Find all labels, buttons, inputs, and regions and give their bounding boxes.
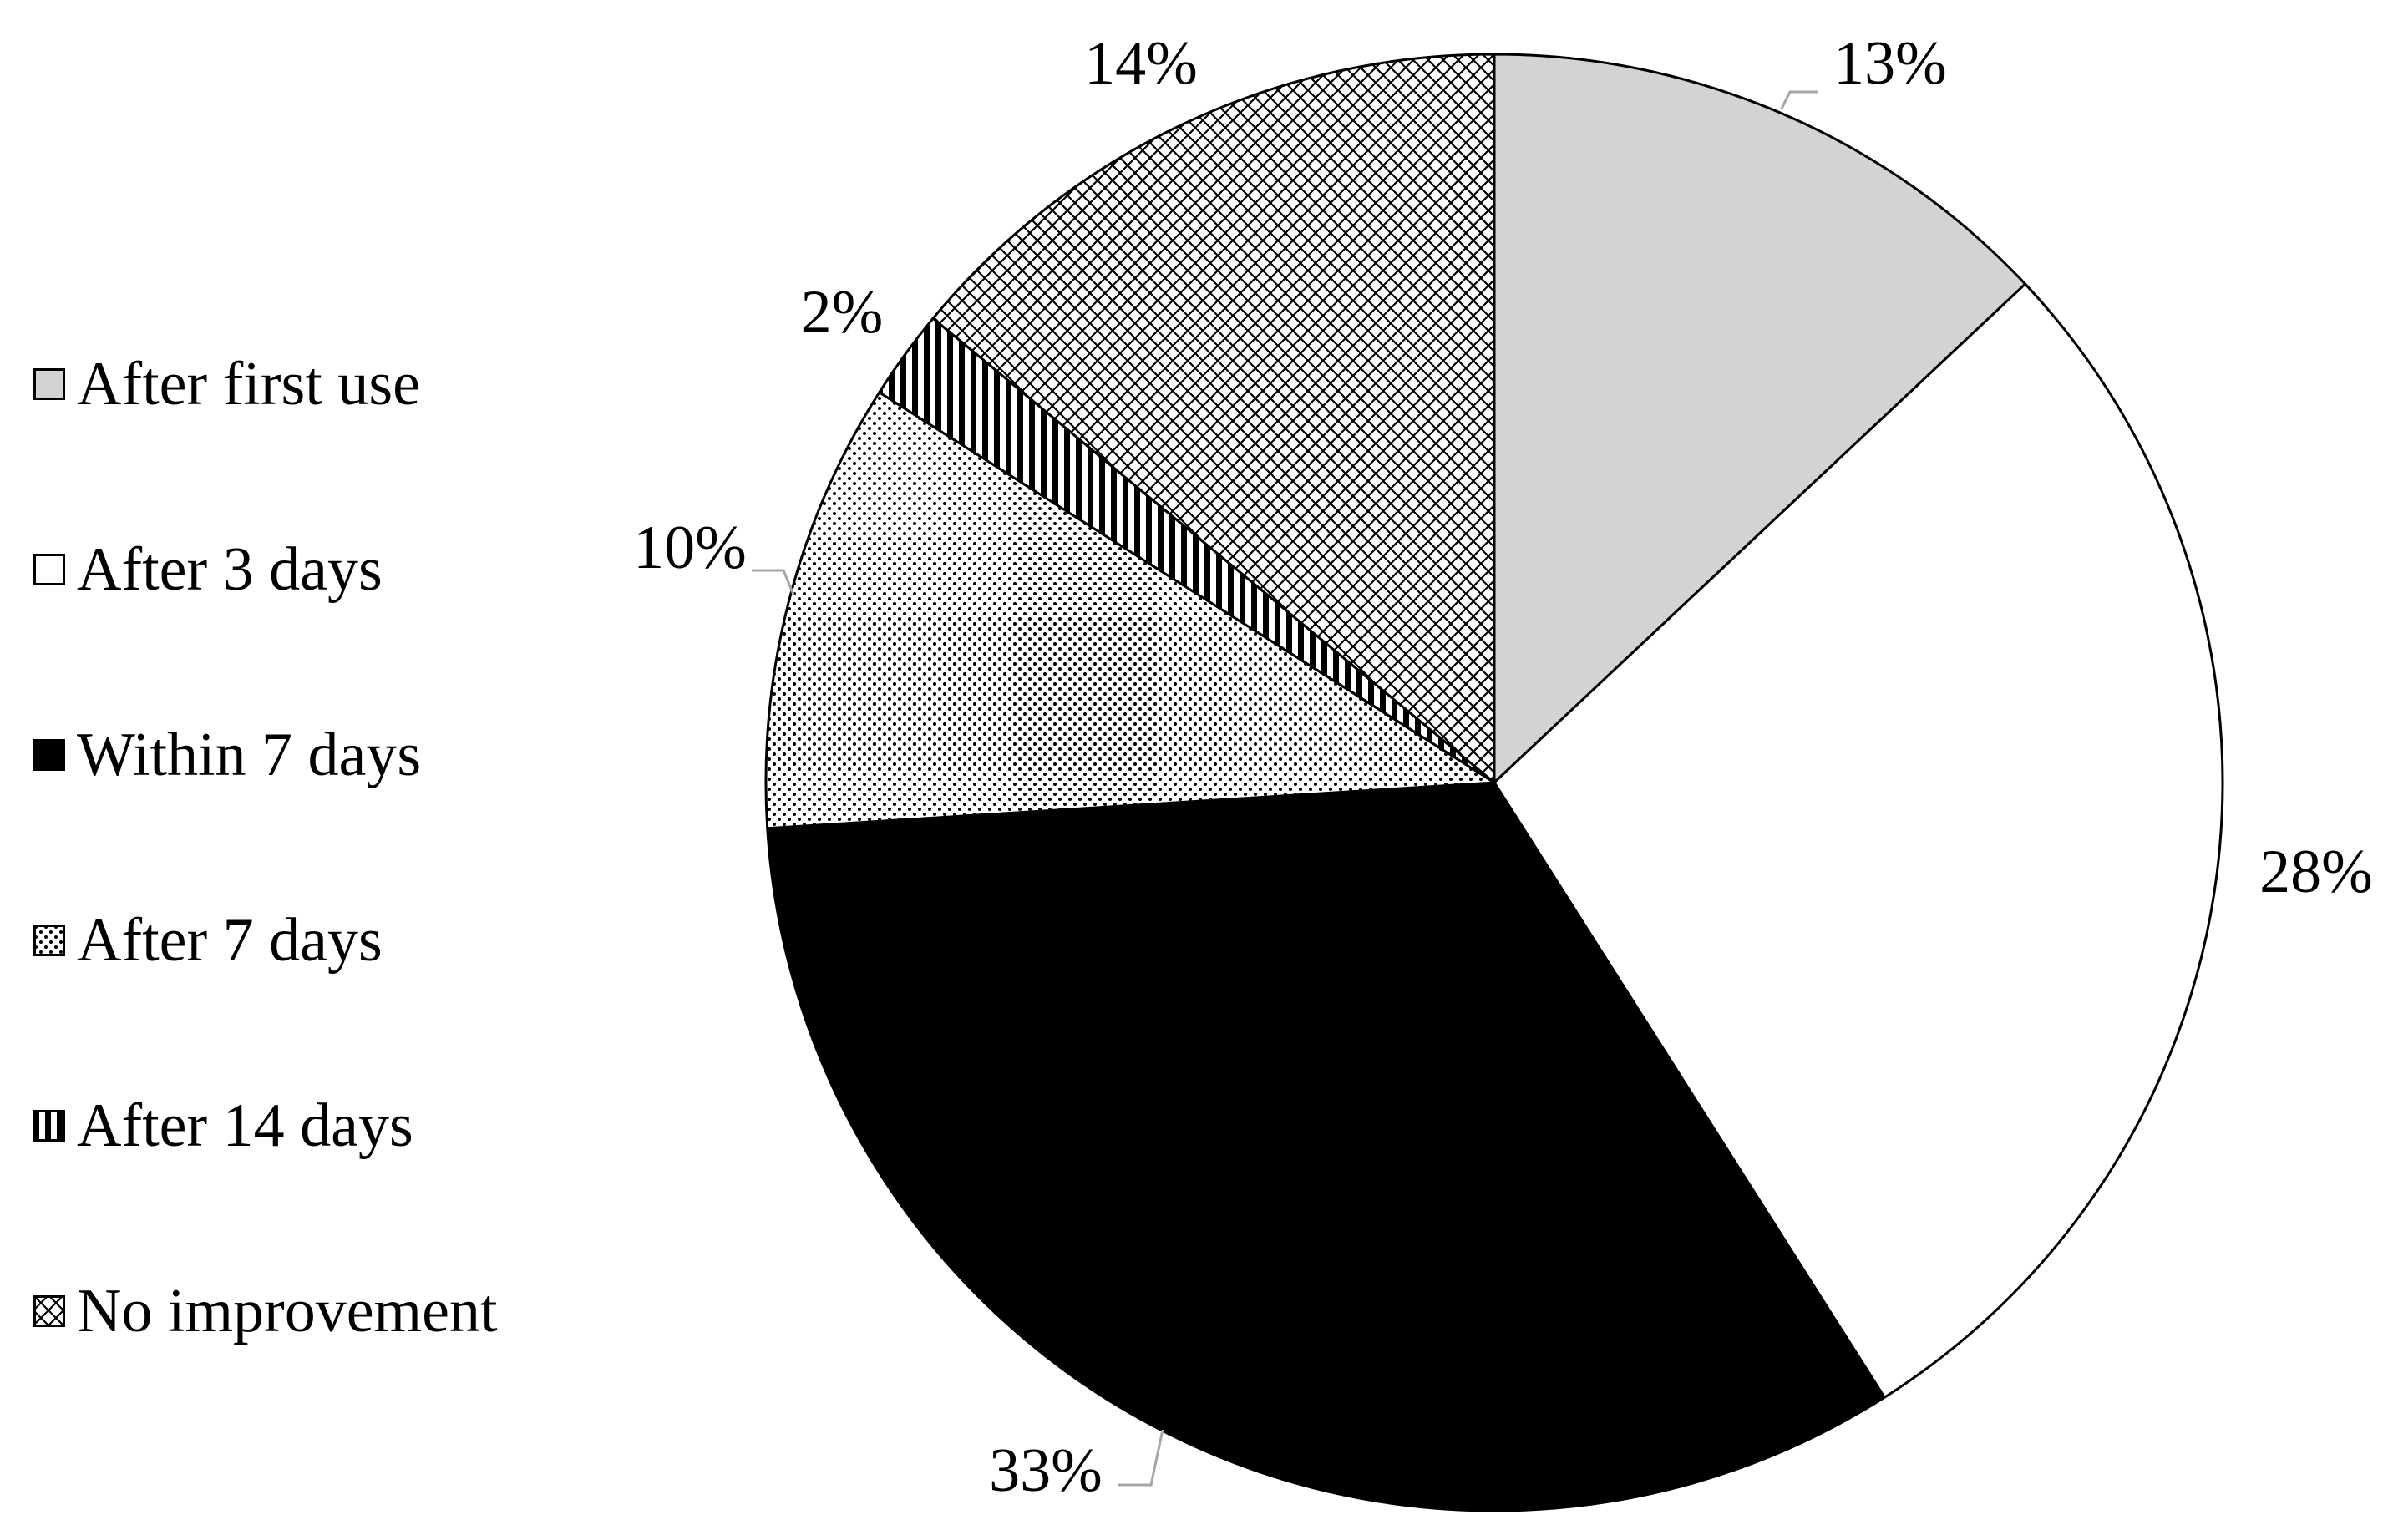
- legend-label-within-7-days: Within 7 days: [77, 720, 422, 789]
- leader-line-after-7-days: [752, 569, 795, 595]
- legend-swatch-no-improvement: [33, 1295, 65, 1327]
- legend-item-no-improvement: No improvement: [33, 1261, 498, 1361]
- legend-label-after-14-days: After 14 days: [77, 1091, 413, 1160]
- legend-label-no-improvement: No improvement: [77, 1276, 498, 1345]
- leader-line-after-first-use: [1780, 90, 1818, 109]
- pie-slice-after-7-days: [764, 391, 1496, 830]
- legend-label-after-7-days: After 7 days: [77, 905, 383, 975]
- legend-swatch-after-first-use: [33, 368, 65, 400]
- legend-item-after-7-days: After 7 days: [33, 890, 383, 990]
- legend-item-after-first-use: After first use: [33, 334, 420, 434]
- data-label-within-7-days: 33%: [989, 1436, 1103, 1505]
- pie-slice-after-first-use: [1493, 53, 2027, 784]
- data-label-no-improvement: 14%: [1084, 29, 1198, 98]
- legend-label-after-first-use: After first use: [77, 349, 420, 418]
- pie-slice-after-3-days: [1493, 282, 2224, 1399]
- pie-slice-no-improvement: [931, 53, 1496, 784]
- data-label-after-first-use: 13%: [1833, 29, 1947, 98]
- legend-swatch-after-7-days: [33, 925, 65, 956]
- data-label-after-14-days: 2%: [801, 278, 884, 347]
- legend-swatch-after-14-days: [33, 1110, 65, 1142]
- data-label-after-3-days: 28%: [2259, 838, 2373, 906]
- legend-item-within-7-days: Within 7 days: [33, 705, 421, 805]
- legend-item-after-3-days: After 3 days: [33, 519, 383, 620]
- legend-swatch-after-3-days: [33, 554, 65, 585]
- data-label-after-7-days: 10%: [633, 514, 747, 582]
- legend-swatch-within-7-days: [33, 739, 65, 771]
- legend-item-after-14-days: After 14 days: [33, 1076, 413, 1176]
- legend-label-after-3-days: After 3 days: [77, 534, 383, 604]
- leader-line-within-7-days: [1118, 1429, 1164, 1487]
- pie-slice-within-7-days: [766, 781, 1886, 1512]
